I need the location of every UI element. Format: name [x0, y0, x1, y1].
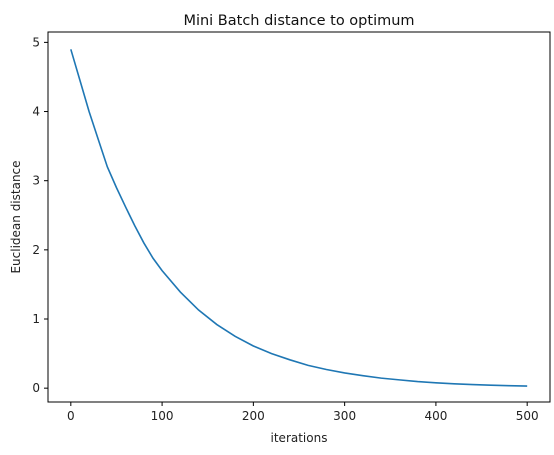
- y-tick-label: 4: [32, 105, 40, 119]
- chart-title: Mini Batch distance to optimum: [183, 13, 414, 29]
- y-axis: 0 1 2 3 4 5: [32, 35, 48, 395]
- x-tick-label: 0: [67, 409, 75, 423]
- y-tick-label: 1: [32, 312, 40, 326]
- x-axis-label: iterations: [271, 431, 328, 445]
- x-tick-label: 300: [333, 409, 356, 423]
- y-tick-label: 2: [32, 243, 40, 257]
- y-tick-label: 5: [32, 35, 40, 49]
- series-line: [70, 49, 528, 387]
- y-tick-label: 3: [32, 174, 40, 188]
- x-tick-label: 100: [151, 409, 174, 423]
- x-tick-label: 500: [516, 409, 539, 423]
- x-tick-label: 200: [242, 409, 265, 423]
- y-tick-label: 0: [32, 381, 40, 395]
- plot-frame: [47, 31, 551, 403]
- y-axis-label: Euclidean distance: [9, 160, 23, 273]
- x-axis: 0 100 200 300 400 500: [67, 402, 539, 423]
- x-tick-label: 400: [424, 409, 447, 423]
